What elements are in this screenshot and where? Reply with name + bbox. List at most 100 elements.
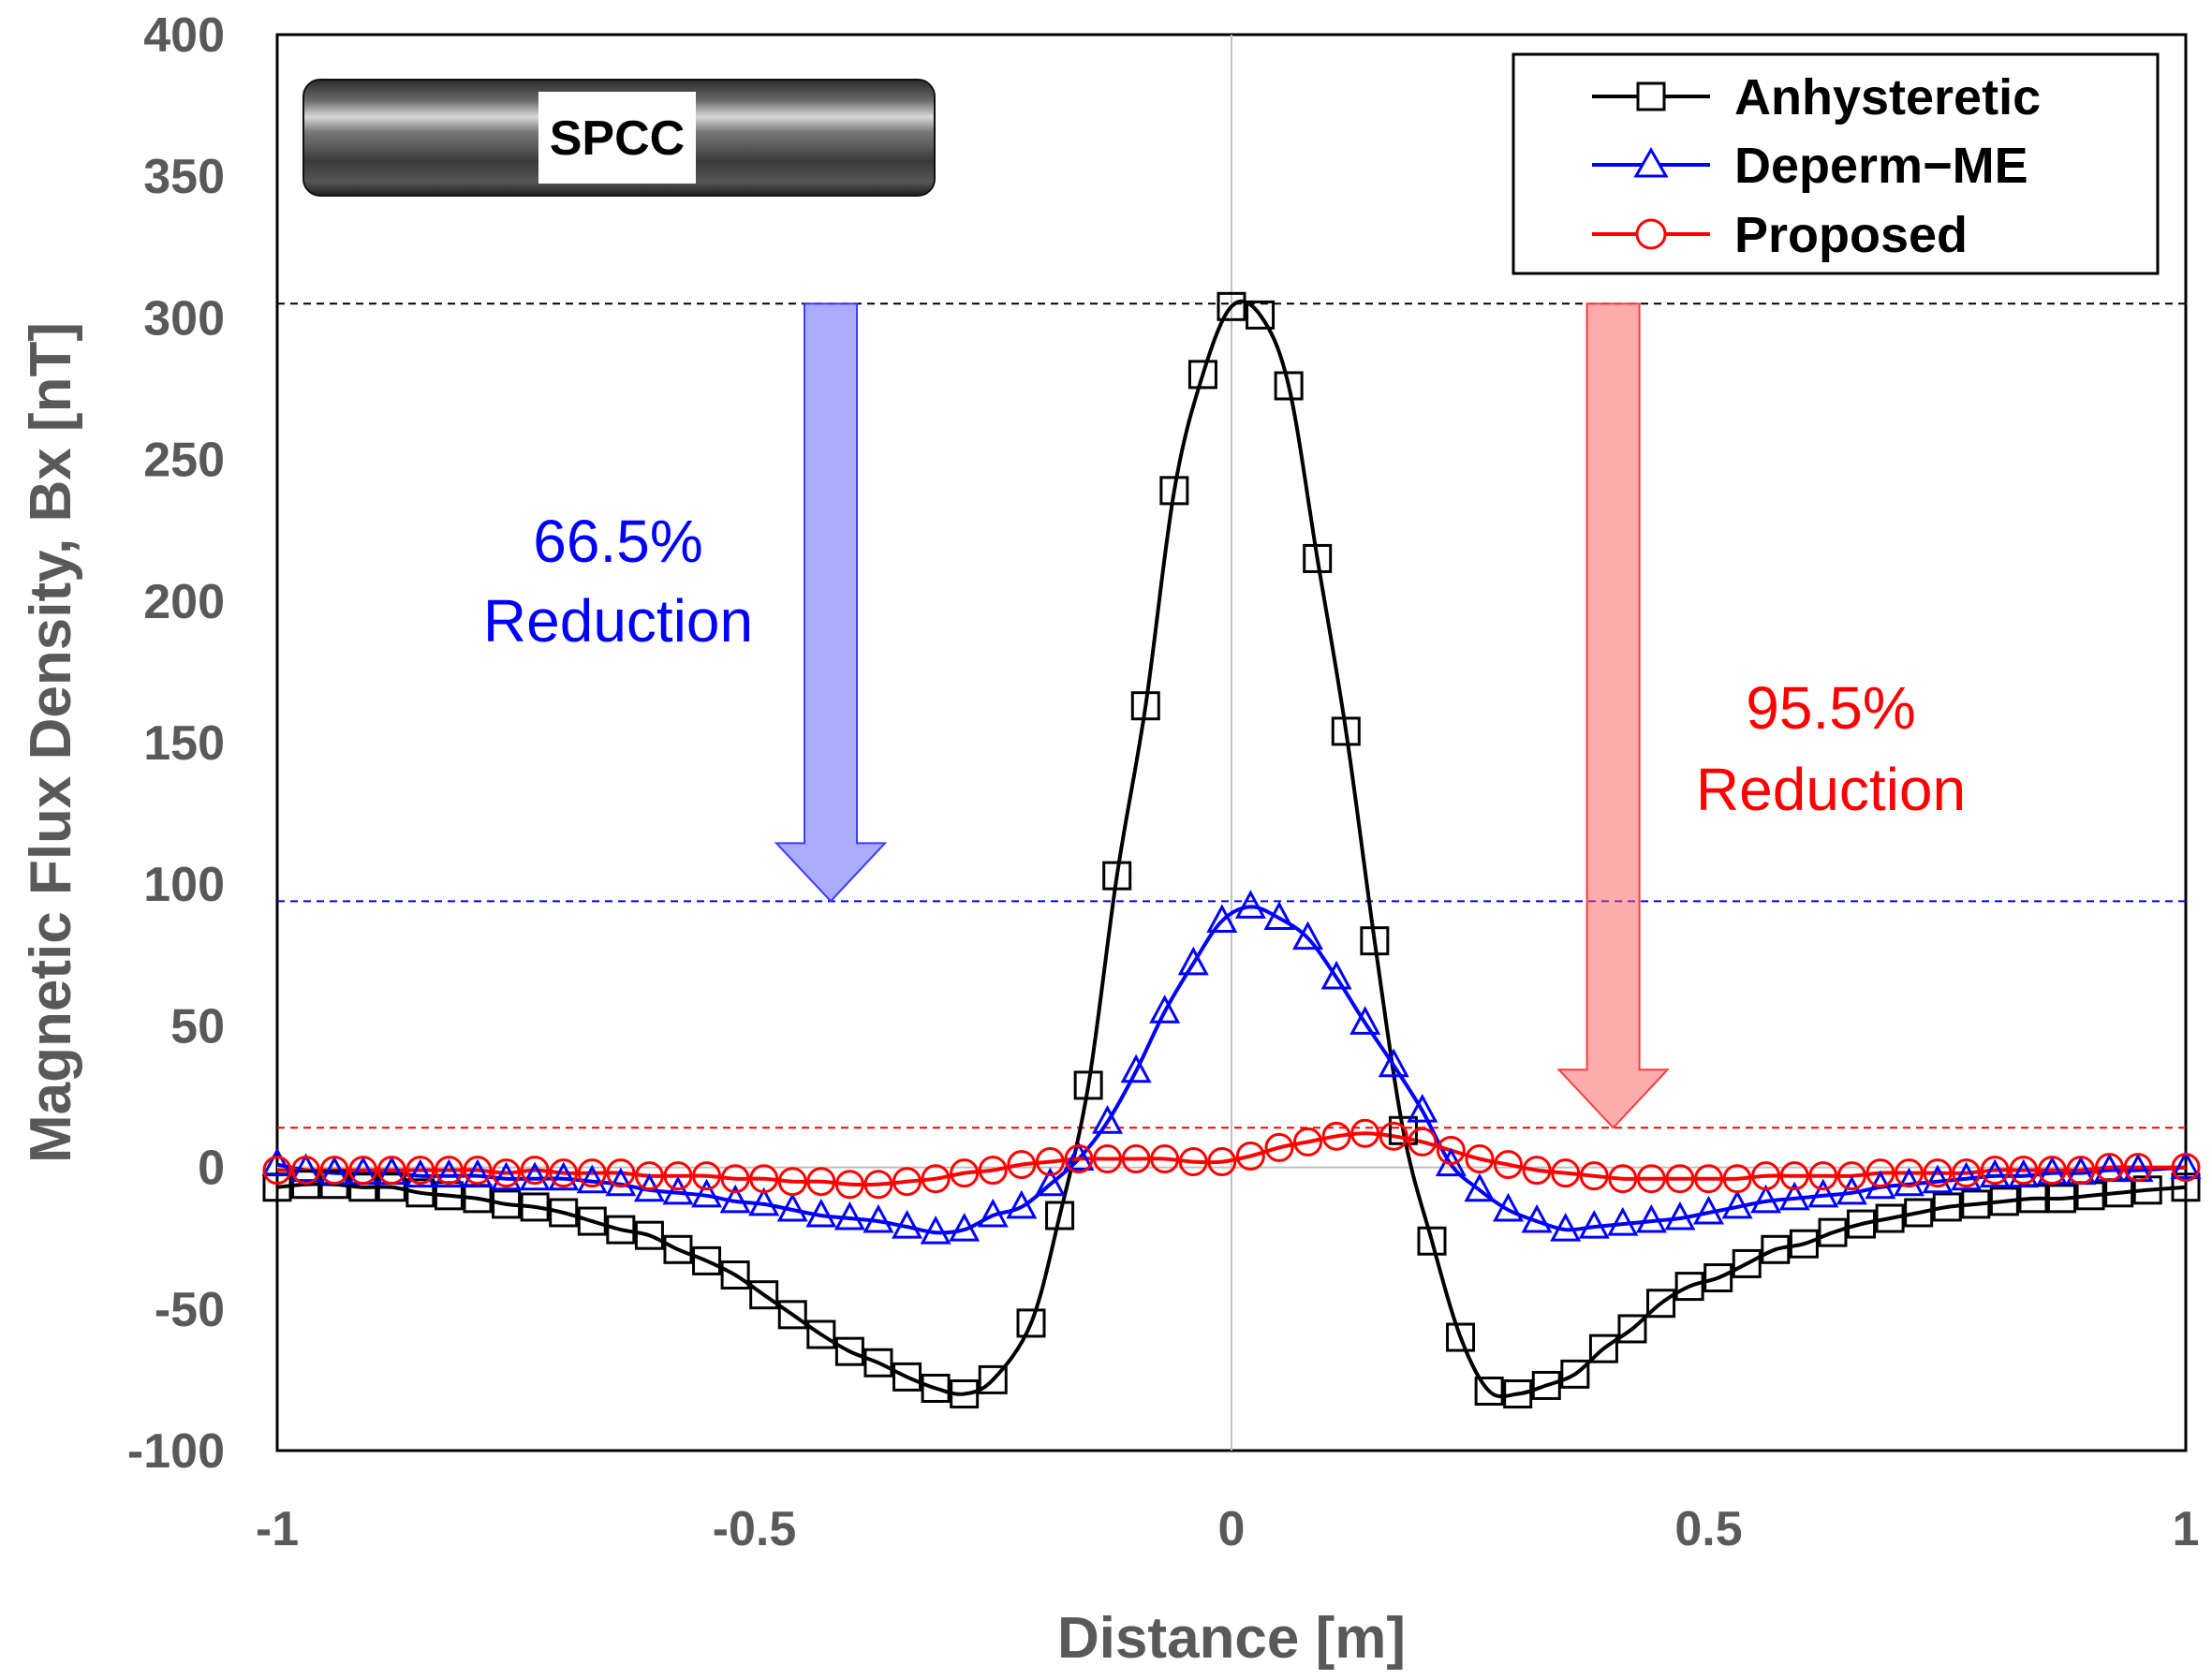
point-anhysteretic-19 [806,1319,836,1349]
point-anhysteretic-29 [1102,861,1132,891]
point-deperm-24 [949,1212,981,1242]
y-tick-label-1: 350 [143,150,225,204]
point-proposed-34 [1235,1142,1265,1172]
point-proposed-30 [1121,1144,1151,1174]
point-anhysteretic-40 [1417,1226,1447,1256]
point-proposed-50 [1694,1164,1723,1194]
point-deperm-1 [290,1153,322,1183]
point-anhysteretic-56 [1875,1203,1905,1233]
point-proposed-56 [1865,1158,1895,1188]
point-anhysteretic-9 [520,1192,550,1222]
point-deperm-57 [1893,1167,1925,1197]
point-proposed-24 [950,1158,980,1188]
point-deperm-15 [691,1178,723,1208]
point-deperm-47 [1607,1206,1639,1236]
point-anhysteretic-16 [720,1260,750,1290]
y-tick-label-3: 250 [143,434,225,488]
point-anhysteretic-26 [1016,1308,1046,1338]
point-proposed-40 [1408,1127,1438,1157]
point-deperm-17 [748,1186,780,1216]
point-proposed-42 [1465,1144,1495,1174]
point-anhysteretic-55 [1847,1209,1877,1239]
point-deperm-66 [2170,1150,2202,1180]
point-proposed-39 [1379,1121,1408,1151]
point-deperm-43 [1492,1192,1525,1222]
point-proposed-61 [2009,1156,2039,1186]
point-proposed-33 [1207,1147,1237,1177]
point-proposed-37 [1321,1121,1351,1151]
point-proposed-55 [1836,1161,1866,1191]
y-tick-label-5: 150 [143,716,225,771]
point-proposed-3 [348,1156,378,1186]
point-deperm-19 [805,1198,837,1228]
arrow-proposed-reduction [1556,302,1670,1129]
point-proposed-45 [1551,1158,1581,1188]
point-proposed-6 [434,1156,464,1186]
legend-box [1512,52,2160,275]
point-deperm-21 [863,1203,894,1233]
y-tick-label-9: -50 [155,1283,225,1337]
point-deperm-60 [1979,1158,2011,1188]
point-proposed-25 [978,1156,1008,1186]
point-proposed-5 [406,1156,435,1186]
point-proposed-44 [1522,1156,1552,1186]
point-anhysteretic-1 [291,1170,321,1200]
proposed-reduction-percent: 95.5% [1746,674,1915,742]
point-proposed-11 [577,1158,607,1188]
point-proposed-43 [1494,1150,1524,1180]
point-proposed-29 [1093,1144,1123,1174]
point-deperm-35 [1263,901,1295,930]
point-proposed-64 [2094,1153,2124,1183]
line-anhysteretic [276,299,2187,1399]
point-deperm-25 [977,1198,1009,1228]
point-proposed-38 [1350,1118,1380,1148]
point-proposed-58 [1923,1158,1953,1188]
point-anhysteretic-36 [1303,543,1333,573]
point-deperm-34 [1234,890,1266,919]
point-anhysteretic-10 [549,1198,579,1228]
point-proposed-35 [1264,1132,1294,1162]
x-tick-label-0: -1 [256,1502,299,1556]
point-proposed-21 [863,1170,893,1200]
x-tick-label-2: 0 [1218,1502,1246,1556]
point-proposed-31 [1150,1144,1180,1174]
point-proposed-13 [634,1161,664,1191]
point-anhysteretic-8 [492,1189,522,1219]
point-proposed-60 [1980,1156,2010,1186]
point-anhysteretic-3 [348,1172,378,1202]
point-deperm-59 [1951,1161,1983,1191]
point-anhysteretic-32 [1187,360,1217,390]
point-proposed-9 [520,1156,550,1186]
point-deperm-20 [833,1201,865,1231]
point-anhysteretic-48 [1646,1289,1676,1319]
point-anhysteretic-11 [577,1206,607,1236]
y-tick-label-0: 400 [143,8,225,63]
point-deperm-40 [1407,1093,1438,1123]
point-deperm-37 [1320,960,1352,990]
line-proposed [277,1131,2186,1187]
point-anhysteretic-59 [1961,1189,1991,1219]
point-deperm-8 [491,1161,523,1191]
point-anhysteretic-35 [1274,371,1304,401]
point-deperm-45 [1550,1212,1582,1242]
point-deperm-12 [605,1167,637,1197]
point-anhysteretic-4 [376,1172,406,1202]
point-proposed-46 [1579,1161,1609,1191]
point-proposed-17 [749,1164,779,1194]
point-proposed-19 [806,1167,836,1197]
point-proposed-14 [663,1161,693,1191]
point-proposed-51 [1722,1164,1752,1194]
point-deperm-52 [1750,1184,1782,1214]
point-anhysteretic-57 [1904,1198,1934,1228]
point-proposed-48 [1636,1164,1666,1194]
legend-label-proposed: Proposed [1734,207,1968,263]
legend-label-anhysteretic: Anhysteretic [1734,69,2041,125]
point-anhysteretic-51 [1732,1248,1762,1278]
point-anhysteretic-33 [1217,291,1246,321]
point-anhysteretic-23 [921,1373,951,1403]
y-tick-label-8: 0 [198,1142,225,1196]
point-deperm-16 [719,1184,751,1214]
point-deperm-48 [1635,1203,1667,1233]
point-anhysteretic-42 [1474,1376,1504,1406]
point-anhysteretic-17 [749,1280,779,1310]
